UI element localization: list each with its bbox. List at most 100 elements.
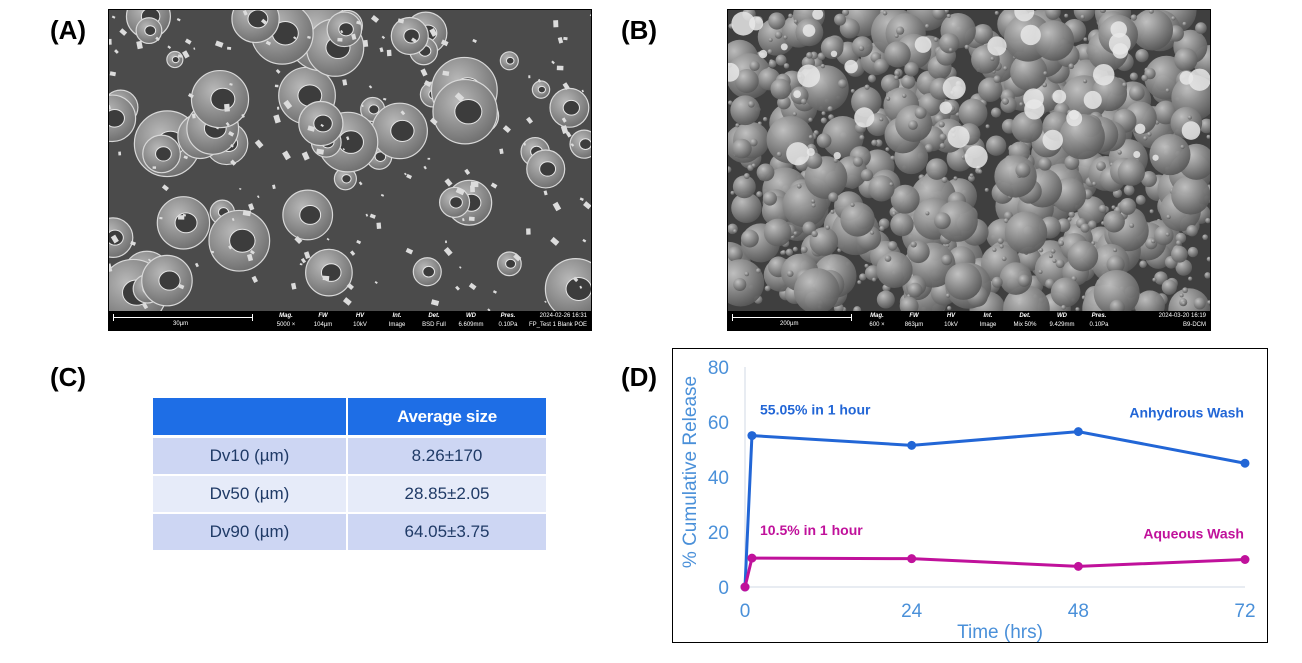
- x-tick-label: 72: [1234, 601, 1255, 622]
- sem-field-value: Mix 50%: [1013, 322, 1037, 328]
- series-0-point: [907, 440, 917, 450]
- sem-field: Mag. 600 ×: [860, 313, 894, 328]
- sem-timestamp-b: 2024-03-20 16:19: [1158, 313, 1206, 319]
- series-1-point: [740, 582, 750, 592]
- panel-label-a: (A): [50, 15, 87, 45]
- sem-field-label: Det.: [428, 313, 440, 319]
- table-cell-value: 64.05±3.75: [348, 514, 546, 552]
- table-cell-label: Dv10 (µm): [153, 438, 348, 476]
- sem-image-b: 200µm Mag. 600 × FW 863µm HV 10kV Int. Image Det…: [727, 9, 1211, 331]
- sem-meta-a: 2024-02-26 16:31 FP_Test 1 Blank POE: [529, 313, 587, 328]
- scale-bar-label-b: 200µm: [780, 321, 799, 327]
- table-row: Dv50 (µm) 28.85±2.05: [153, 476, 546, 514]
- sem-field-value: 10kV: [353, 322, 367, 328]
- sem-field-value: Image: [388, 322, 406, 328]
- sem-field-value: Image: [979, 322, 997, 328]
- y-tick-label: 80: [708, 358, 729, 379]
- x-tick-label: 48: [1068, 601, 1089, 622]
- sem-field-value: 0.10Pa: [498, 322, 518, 328]
- series-name-label: Aqueous Wash: [1143, 526, 1244, 542]
- x-tick-label: 24: [901, 601, 923, 622]
- sem-sample-a: FP_Test 1 Blank POE: [528, 322, 587, 328]
- sem-image-a: 30µm Mag. 5000 × FW 104µm HV 10kV Int. Image Det…: [108, 9, 592, 331]
- sem-field-value: 104µm: [313, 322, 333, 328]
- y-tick-label: 0: [718, 578, 729, 599]
- series-line-1: [743, 556, 1246, 588]
- sem-sample-b: B9-DCM: [1182, 322, 1206, 328]
- scale-bar-label-a: 30µm: [173, 321, 189, 327]
- sem-field: FW 863µm: [897, 313, 931, 328]
- sem-field: HV 10kV: [934, 313, 968, 328]
- sem-field-label: Mag.: [870, 313, 884, 319]
- sem-field: Int. Image: [971, 313, 1005, 328]
- sem-field-label: Int.: [983, 313, 993, 319]
- y-axis-title: % Cumulative Release: [680, 376, 701, 568]
- sem-field-label: HV: [946, 313, 956, 319]
- sem-field: Pres. 0.10Pa: [1082, 313, 1116, 328]
- series-1-point: [1073, 561, 1083, 571]
- sem-field-label: HV: [355, 313, 365, 319]
- sem-field-value: 6.609mm: [458, 322, 484, 328]
- sem-field-label: FW: [909, 313, 919, 319]
- table-row: Dv10 (µm) 8.26±170: [153, 438, 546, 476]
- table-cell-value: 8.26±170: [348, 438, 546, 476]
- table-header-empty: [153, 398, 348, 438]
- sem-field-label: WD: [466, 313, 476, 319]
- series-1-point: [747, 553, 757, 563]
- sem-field: FW 104µm: [306, 313, 340, 328]
- sem-field-value: 0.10Pa: [1089, 322, 1109, 328]
- sem-info-bar-a: 30µm Mag. 5000 × FW 104µm HV 10kV Int. Image Det…: [109, 311, 591, 330]
- sem-field-label: WD: [1057, 313, 1067, 319]
- panel-label-d: (D): [621, 362, 658, 392]
- annotation-label: 10.5% in 1 hour: [760, 522, 863, 538]
- release-chart: 0 20 40 60 80 0 24 48 72 Time (hrs) % Cumulative R…: [672, 348, 1268, 643]
- x-axis-title: Time (hrs): [957, 622, 1043, 642]
- sem-field-label: Det.: [1019, 313, 1031, 319]
- particle-size-table: Average size Dv10 (µm) 8.26±170 Dv50 (µm…: [153, 398, 546, 552]
- sem-field: Det. Mix 50%: [1008, 313, 1042, 328]
- y-tick-label: 60: [708, 413, 729, 434]
- sem-field: Mag. 5000 ×: [269, 313, 303, 328]
- sem-micrograph-a: [109, 10, 591, 311]
- sem-field-label: Int.: [392, 313, 402, 319]
- sem-info-bar-b: 200µm Mag. 600 × FW 863µm HV 10kV Int. Image Det…: [728, 311, 1210, 330]
- sem-field: HV 10kV: [343, 313, 377, 328]
- sem-field: WD 6.609mm: [454, 313, 488, 328]
- table-cell-value: 28.85±2.05: [348, 476, 546, 514]
- sem-timestamp-a: 2024-02-26 16:31: [539, 313, 587, 319]
- panel-label-c: (C): [50, 362, 87, 392]
- scale-bar-a: [113, 314, 253, 321]
- table-cell-label: Dv50 (µm): [153, 476, 348, 514]
- annotation-label: 55.05% in 1 hour: [760, 402, 871, 418]
- panel-label-b: (B): [621, 15, 658, 45]
- table-header-average-size: Average size: [348, 398, 546, 438]
- table-header-row: Average size: [153, 398, 546, 438]
- table-row: Dv90 (µm) 64.05±3.75: [153, 514, 546, 552]
- series-1-point: [907, 554, 917, 564]
- sem-field-label: Pres.: [1091, 313, 1107, 319]
- sem-field-label: FW: [318, 313, 328, 319]
- release-chart-svg: 0 20 40 60 80 0 24 48 72 Time (hrs) % Cumulative R…: [680, 358, 1256, 643]
- y-tick-label: 20: [708, 523, 729, 544]
- sem-field: Det. BSD Full: [417, 313, 451, 328]
- sem-field-value: BSD Full: [422, 322, 446, 328]
- sem-field: Int. Image: [380, 313, 414, 328]
- table-cell-label: Dv90 (µm): [153, 514, 348, 552]
- y-tick-label: 40: [708, 468, 729, 489]
- sem-micrograph-b: [728, 10, 1210, 311]
- sem-field-label: Pres.: [500, 313, 516, 319]
- sem-field-value: 863µm: [904, 322, 924, 328]
- sem-field: Pres. 0.10Pa: [491, 313, 525, 328]
- x-tick-label: 0: [740, 601, 751, 622]
- sem-field-value: 600 ×: [869, 322, 885, 328]
- sem-field-label: Mag.: [279, 313, 293, 319]
- series-name-label: Anhydrous Wash: [1129, 404, 1244, 420]
- series-0-point: [1240, 458, 1250, 468]
- sem-meta-b: 2024-03-20 16:19 B9-DCM: [1159, 313, 1206, 328]
- series-0-point: [747, 431, 757, 441]
- sem-field-value: 10kV: [944, 322, 958, 328]
- scale-bar-b: [732, 314, 852, 321]
- series-0-point: [1073, 427, 1083, 437]
- sem-field-value: 9.429mm: [1049, 322, 1075, 328]
- series-1-point: [1240, 555, 1250, 564]
